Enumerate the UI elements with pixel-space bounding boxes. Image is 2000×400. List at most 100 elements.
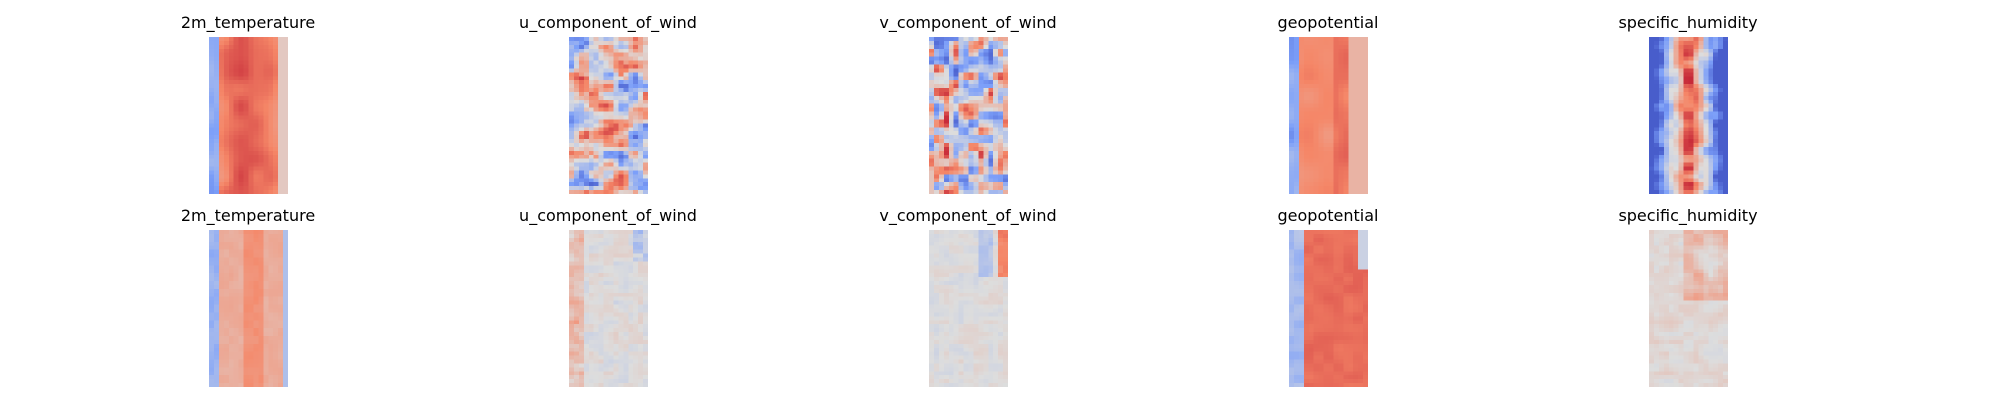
heatmap-cell: [982, 142, 989, 148]
heatmap-cell: [1648, 115, 1655, 121]
heatmap-cell: [243, 190, 249, 194]
heatmap-cell: [933, 44, 939, 50]
heatmap-cell: [1663, 146, 1669, 152]
heatmap-cell: [632, 103, 639, 109]
heatmap-cell: [1002, 84, 1008, 89]
heatmap-cell: [1293, 60, 1299, 66]
heatmap-cell: [1648, 48, 1655, 54]
heatmap-cell: [997, 277, 1004, 282]
heatmap-cell: [568, 123, 575, 128]
heatmap-cell: [252, 166, 259, 172]
heatmap-cell: [603, 56, 609, 62]
heatmap-cell: [593, 60, 599, 66]
heatmap-cell: [617, 230, 624, 235]
heatmap-cell: [1342, 95, 1349, 101]
heatmap-cell: [573, 328, 579, 333]
heatmap-cell: [218, 170, 224, 175]
heatmap-cell: [943, 304, 949, 310]
heatmap-cell: [277, 60, 284, 66]
heatmap-cell: [277, 230, 284, 235]
heatmap-cell: [277, 359, 284, 365]
heatmap-cell: [1648, 76, 1655, 81]
heatmap-cell: [992, 166, 999, 172]
heatmap-cell: [1357, 146, 1364, 152]
heatmap-cell: [963, 37, 969, 42]
heatmap-cell: [1298, 99, 1304, 105]
heatmap-cell: [953, 308, 959, 314]
heatmap-cell: [1002, 107, 1008, 113]
heatmap-cell: [1337, 68, 1344, 73]
heatmap-cell: [992, 146, 999, 152]
heatmap-cell: [243, 359, 249, 365]
heatmap-cell: [1658, 142, 1664, 148]
heatmap-cell: [1328, 64, 1334, 69]
heatmap-cell: [223, 367, 229, 372]
heatmap-cell: [257, 123, 264, 128]
heatmap-cell: [598, 190, 604, 194]
heatmap-cell: [982, 158, 989, 164]
heatmap-cell: [1293, 178, 1299, 183]
heatmap-cell: [208, 40, 215, 46]
heatmap-cell: [267, 127, 274, 132]
heatmap-cell: [252, 273, 259, 278]
heatmap-cell: [272, 292, 279, 298]
heatmap-cell: [277, 343, 284, 349]
heatmap-cell: [1298, 178, 1304, 183]
heatmap-cell: [1697, 139, 1704, 144]
heatmap-cell: [223, 288, 229, 294]
heatmap-cell: [1712, 186, 1719, 191]
heatmap-cell: [223, 139, 229, 144]
heatmap-cell: [257, 339, 264, 345]
heatmap-cell: [1673, 48, 1679, 54]
heatmap-cell: [1712, 40, 1719, 46]
heatmap-cell: [1308, 60, 1314, 66]
heatmap-cell: [1293, 44, 1299, 50]
heatmap-cell: [1293, 135, 1299, 140]
heatmap-cell: [968, 119, 974, 124]
heatmap-cell: [208, 103, 215, 109]
heatmap-cell: [243, 257, 249, 262]
heatmap-cell: [1313, 190, 1319, 194]
heatmap-cell: [578, 127, 584, 132]
heatmap-cell: [282, 339, 288, 345]
heatmap-cell: [948, 139, 954, 144]
heatmap-cell: [223, 146, 229, 152]
heatmap-cell: [608, 115, 614, 121]
heatmap-cell: [977, 44, 984, 50]
heatmap-cell: [252, 261, 259, 266]
heatmap-cell: [1357, 139, 1364, 144]
heatmap-cell: [223, 257, 229, 262]
heatmap-cell: [1342, 186, 1349, 191]
heatmap-cell: [248, 103, 254, 109]
heatmap-cell: [637, 139, 644, 144]
heatmap-cell: [593, 99, 599, 105]
heatmap-cell: [272, 80, 279, 85]
heatmap-cell: [1357, 182, 1364, 187]
heatmap-cell: [267, 371, 274, 376]
heatmap-cell: [277, 80, 284, 85]
heatmap-cell: [987, 300, 994, 306]
heatmap-cell: [1303, 68, 1309, 73]
heatmap-cell: [588, 355, 594, 361]
heatmap-cell: [228, 146, 234, 152]
heatmap-cell: [637, 60, 644, 66]
heatmap-cell: [617, 154, 624, 160]
heatmap-cell: [257, 277, 264, 282]
heatmap-cell: [1308, 52, 1314, 58]
heatmap-cell: [228, 292, 234, 298]
heatmap-cell: [248, 335, 254, 341]
heatmap-cell: [612, 68, 619, 73]
heatmap-cell: [218, 162, 224, 168]
heatmap-cell: [1342, 91, 1349, 97]
heatmap-cell: [1318, 162, 1324, 168]
heatmap-cell: [948, 154, 954, 160]
heatmap-cell: [992, 40, 999, 46]
heatmap-cell: [1002, 103, 1008, 109]
heatmap-cell: [568, 359, 575, 365]
heatmap-cell: [632, 95, 639, 101]
heatmap-cell: [1707, 37, 1714, 42]
heatmap-cell: [208, 230, 215, 235]
heatmap-cell: [213, 245, 219, 251]
heatmap-cell: [598, 131, 604, 136]
heatmap-cell: [933, 72, 939, 77]
